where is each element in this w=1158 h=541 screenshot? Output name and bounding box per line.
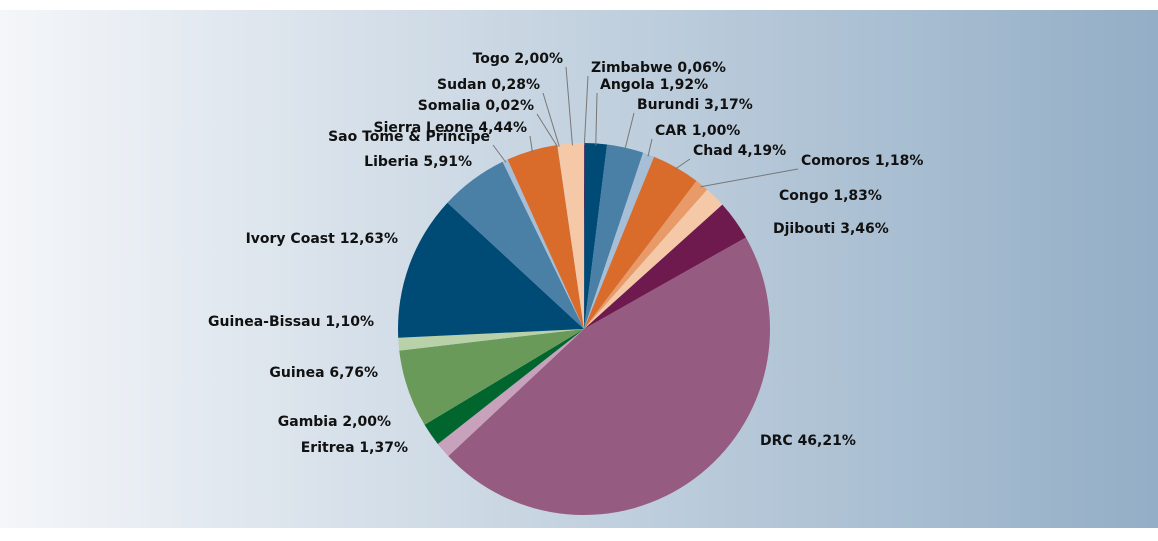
pie-slice [584,144,644,329]
pie-slice [584,152,655,329]
slice-label: Ivory Coast 12,63% [246,231,398,247]
pie-slice [424,329,584,445]
value-label: 1,37% [359,440,408,456]
slice-label: Sierra Leone 4,44% [374,120,527,136]
pie-slice [584,204,746,329]
value-label: 46,21% [798,433,856,449]
value-label: 1,83% [833,188,882,204]
slice-label: DRC 46,21% [760,433,856,449]
slice-label: Liberia 5,91% [364,154,472,170]
pie-slice [557,144,584,329]
slice-label: Eritrea 1,37% [301,440,408,456]
slice-label: CAR 1,00% [655,123,740,139]
pie-slice [584,143,608,329]
category-name: Liberia [364,154,418,170]
category-name: Somalia [418,98,481,114]
pie-slice [398,202,584,338]
pie-slice [557,144,584,329]
leader-line [542,92,560,147]
category-name: Gambia [278,414,338,430]
pie-slice [437,329,584,457]
pie-slice [584,143,585,329]
leader-line [583,75,589,146]
value-label: 0,28% [491,77,540,93]
category-name: CAR [655,123,687,139]
category-name: DRC [760,433,793,449]
pie-slice [398,329,584,351]
slice-label: Angola 1,92% [600,77,708,93]
pie-slice [584,189,723,329]
category-name: Sudan [437,77,487,93]
slice-label: Sao Tome & Principe [328,129,490,145]
pie-slice [399,329,584,425]
value-label: 3,46% [840,221,889,237]
category-name: Eritrea [301,440,355,456]
pie-slice [448,237,771,516]
category-name: Burundi [637,97,699,113]
category-name: Chad [693,143,733,159]
category-name: Congo [779,188,829,204]
category-name: Comoros [801,153,870,169]
leader-line [624,112,635,150]
value-label: 2,00% [342,414,391,430]
leader-line [565,66,573,146]
category-name: Zimbabwe [591,60,672,76]
pie-slice [507,144,584,329]
leader-line [536,113,559,148]
value-label: 3,17% [704,97,753,113]
slice-label: Chad 4,19% [693,143,786,159]
value-label: 0,06% [677,60,726,76]
slice-label: Togo 2,00% [473,51,563,67]
leader-line [674,158,691,170]
pie-slice [584,156,697,329]
category-name: Guinea [269,365,324,381]
value-label: 6,76% [329,365,378,381]
slice-label: Somalia 0,02% [418,98,534,114]
category-name: Guinea-Bissau [208,314,321,330]
slice-label: Guinea 6,76% [269,365,378,381]
slice-label: Burundi 3,17% [637,97,753,113]
category-name: Djibouti [773,221,835,237]
value-label: 2,00% [514,51,563,67]
category-name: Sierra Leone [374,120,474,136]
leader-line [647,138,653,157]
slice-label: Comoros 1,18% [801,153,923,169]
value-label: 1,92% [660,77,709,93]
slice-label: Congo 1,83% [779,188,882,204]
leader-line [492,144,507,163]
value-label: 4,19% [738,143,787,159]
category-name: Angola [600,77,655,93]
value-label: 5,91% [423,154,472,170]
pie-slice [560,143,584,329]
value-label: 1,00% [692,123,741,139]
value-label: 4,44% [478,120,527,136]
pie-slice [584,180,708,329]
value-label: 1,10% [325,314,374,330]
leader-line [529,135,533,153]
slice-label: Guinea-Bissau 1,10% [208,314,374,330]
category-name: Togo [473,51,510,67]
leader-line [700,168,799,188]
category-name: Sao Tome & Principe [328,129,490,145]
slice-label: Zimbabwe 0,06% [591,60,726,76]
slice-label: Sudan 0,28% [437,77,540,93]
pie-slice [502,159,584,329]
value-label: 0,02% [485,98,534,114]
pie-slice [447,161,584,329]
leader-line [595,92,598,146]
slice-label: Djibouti 3,46% [773,221,889,237]
value-label: 1,18% [875,153,924,169]
value-label: 12,63% [340,231,398,247]
category-name: Ivory Coast [246,231,336,247]
slice-label: Gambia 2,00% [278,414,391,430]
